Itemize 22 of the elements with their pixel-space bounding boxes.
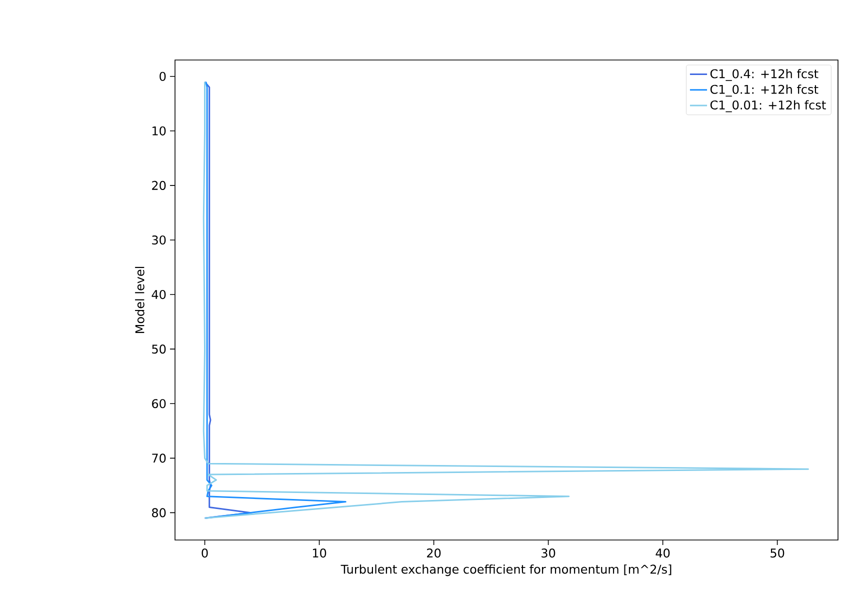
x-axis-title: Turbulent exchange coefficient for momentum [m^2/s] bbox=[340, 564, 672, 576]
y-tick-label: 40 bbox=[152, 290, 166, 300]
y-tick-label: 70 bbox=[152, 454, 166, 463]
x-tick-label: 10 bbox=[312, 548, 326, 558]
y-tick-label: 10 bbox=[152, 126, 166, 136]
y-tick-label: 20 bbox=[152, 180, 166, 190]
y-axis-title: Model level bbox=[135, 266, 144, 333]
y-tick-label: 30 bbox=[152, 235, 166, 245]
x-tick-label: 40 bbox=[656, 548, 670, 558]
y-tick-label: 50 bbox=[152, 344, 166, 354]
y-tick-label: 60 bbox=[152, 399, 166, 408]
x-tick-label: 0 bbox=[202, 548, 208, 558]
legend-label: C1_0.4: +12h fcst bbox=[710, 69, 818, 81]
legend-label: C1_0.1: +12h fcst bbox=[710, 84, 818, 97]
legend-label: C1_0.01: +12h fcst bbox=[710, 100, 826, 112]
y-tick-label: 80 bbox=[152, 508, 166, 518]
x-tick-label: 20 bbox=[427, 548, 441, 558]
y-tick-label: 0 bbox=[160, 72, 166, 81]
line-series bbox=[204, 81, 252, 519]
x-tick-label: 30 bbox=[542, 548, 556, 558]
line-series bbox=[205, 81, 346, 519]
x-tick-label: 50 bbox=[770, 548, 784, 558]
